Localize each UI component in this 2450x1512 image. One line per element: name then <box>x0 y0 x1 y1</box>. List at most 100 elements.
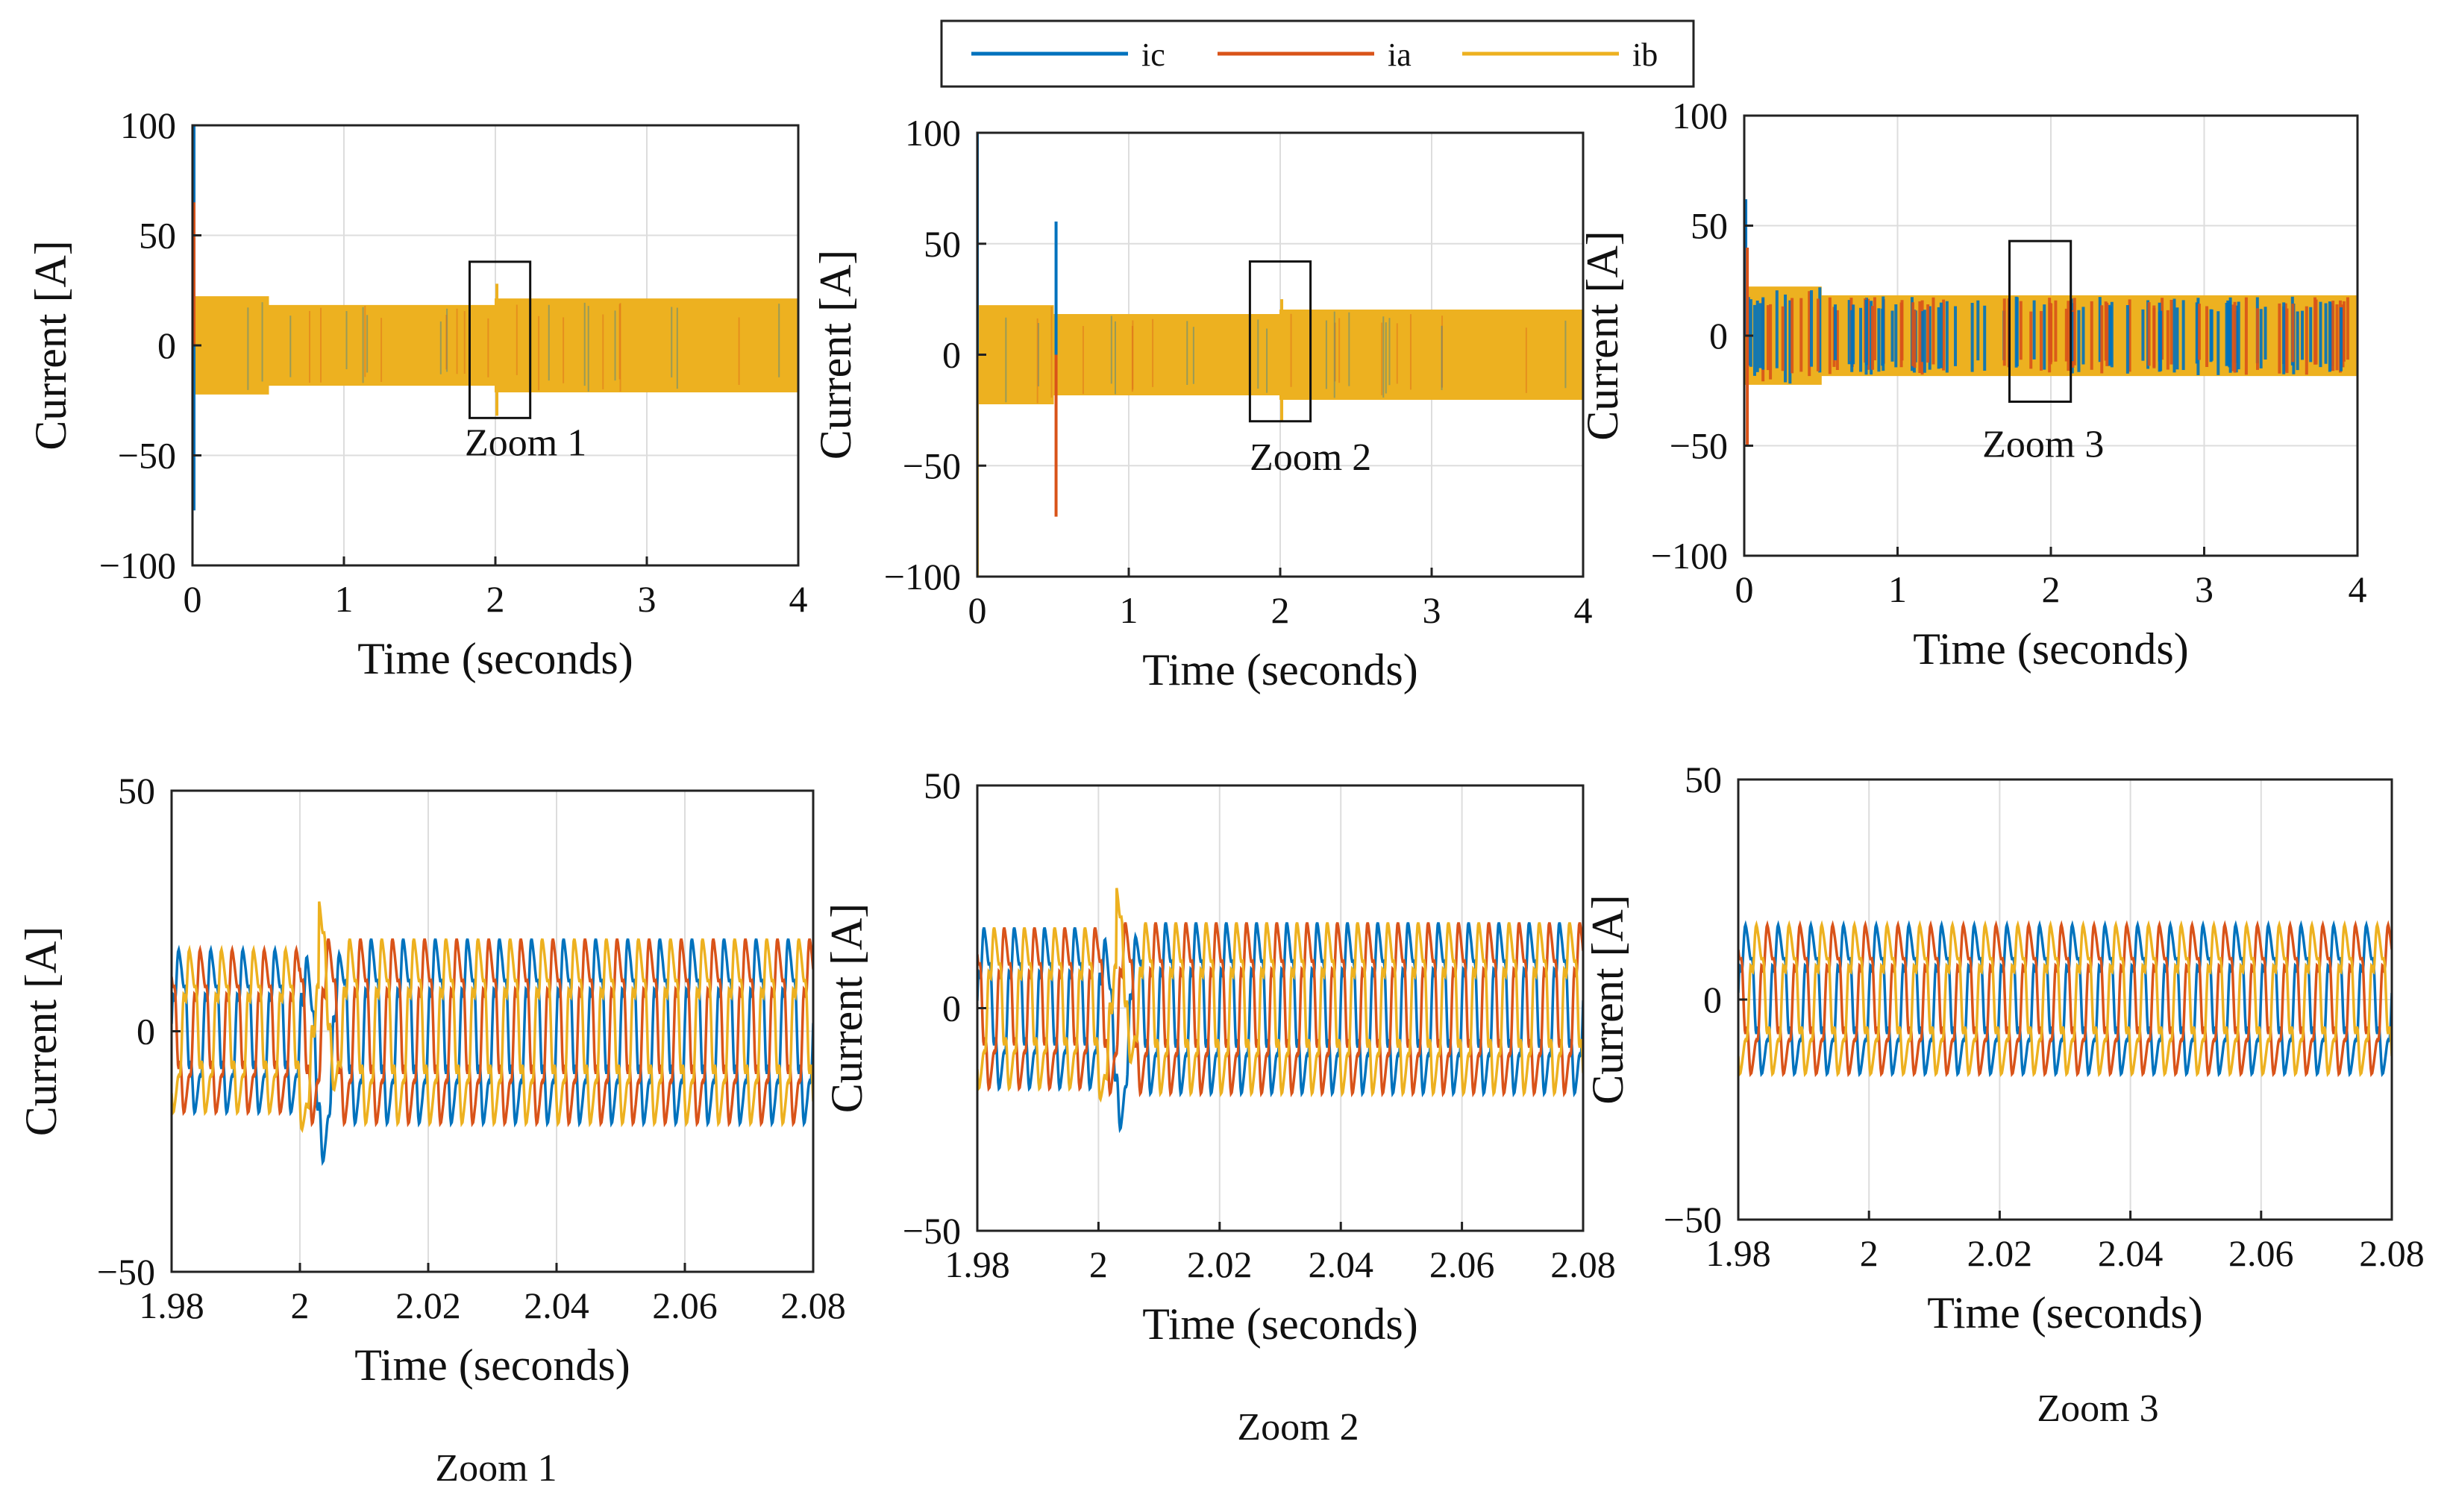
y-tick-label: −50 <box>97 1251 155 1293</box>
series-group <box>192 125 798 511</box>
y-tick-label: −100 <box>1651 535 1728 577</box>
charts-container: 0 1 2 3 4 −100 −50 0 50 100 Time (seconds) Current … <box>16 95 2425 1490</box>
series-ic-line <box>1738 920 2392 1078</box>
x-axis-label: Time (seconds) <box>1142 645 1417 694</box>
legend-label-ic: ic <box>1141 37 1165 73</box>
y-tick-label: 50 <box>1691 205 1728 247</box>
y-tick-label: 100 <box>120 104 176 146</box>
series-streaks <box>247 302 780 392</box>
x-tick-label: 3 <box>1423 589 1441 631</box>
x-tick-label: 2.06 <box>652 1284 718 1326</box>
x-tick-label: 1.98 <box>944 1243 1010 1285</box>
y-tick-label: 50 <box>1685 759 1722 800</box>
x-tick-label: 1.98 <box>1705 1232 1771 1274</box>
series-ib-band <box>977 305 1583 404</box>
zoom-region-label: Zoom 2 <box>1250 436 1371 479</box>
x-tick-label: 4 <box>789 578 808 620</box>
legend-label-ib: ib <box>1632 37 1658 73</box>
x-tick-label: 2.02 <box>395 1284 461 1326</box>
axis-ticks: 1.98 2 2.02 2.04 2.06 2.08 −50 0 50 <box>1664 759 2425 1274</box>
x-tick-label: 2.02 <box>1967 1232 2033 1274</box>
series-ib-line <box>172 901 813 1133</box>
y-axis-label: Current [A] <box>26 240 75 451</box>
series-ia-line <box>977 922 1583 1098</box>
legend-label-ia: ia <box>1388 37 1412 73</box>
x-tick-label: 2 <box>486 578 505 620</box>
x-tick-label: 2.06 <box>2228 1232 2294 1274</box>
chart-6: 1.98 2 2.02 2.04 2.06 2.08 −50 0 50 Time (seconds… <box>1583 759 2425 1430</box>
zoom-region-box <box>2008 239 2073 403</box>
x-tick-label: 2.06 <box>1429 1243 1495 1285</box>
y-tick-label: −50 <box>1670 425 1728 467</box>
x-tick-label: 0 <box>184 578 202 620</box>
series-streaks <box>1005 306 1567 404</box>
y-tick-label: 50 <box>139 215 176 257</box>
axis-ticks: 0 1 2 3 4 −100 −50 0 50 100 <box>99 104 808 620</box>
x-tick-label: 2 <box>2042 568 2061 610</box>
axis-ticks: 1.98 2 2.02 2.04 2.06 2.08 −50 0 50 <box>903 765 1616 1285</box>
chart-caption: Zoom 1 <box>435 1447 557 1490</box>
y-tick-label: 100 <box>1672 95 1728 137</box>
legend-entry-ic: ic <box>971 37 1165 73</box>
x-tick-label: 1 <box>1888 568 1907 610</box>
x-tick-label: 2.08 <box>1550 1243 1616 1285</box>
series-group <box>977 133 1583 577</box>
x-axis-label: Time (seconds) <box>357 634 633 683</box>
y-axis-label: Current [A] <box>16 926 66 1137</box>
x-tick-label: 3 <box>638 578 657 620</box>
series-group <box>172 901 813 1167</box>
y-tick-label: 50 <box>924 765 961 806</box>
chart-1: 0 1 2 3 4 −100 −50 0 50 100 Time (seconds) Current … <box>26 104 808 683</box>
y-tick-label: −100 <box>884 556 961 597</box>
x-tick-label: 4 <box>1574 589 1593 631</box>
x-axis-label: Time (seconds) <box>1913 624 2188 674</box>
series-ib-line <box>1738 920 2392 1078</box>
series-group <box>1738 920 2392 1078</box>
zoom-region-box <box>468 260 532 419</box>
y-tick-label: 0 <box>942 988 961 1029</box>
x-tick-label: 2.02 <box>1187 1243 1253 1285</box>
series-spikes <box>1744 199 1749 446</box>
y-axis-label: Current [A] <box>822 903 871 1114</box>
y-tick-label: 0 <box>1709 315 1728 357</box>
y-tick-label: −100 <box>99 545 176 586</box>
x-tick-label: 2.08 <box>2359 1232 2425 1274</box>
zoom-region-box <box>1248 260 1312 423</box>
x-axis-label: Time (seconds) <box>1142 1299 1417 1349</box>
axis-ticks: 0 1 2 3 4 −100 −50 0 50 100 <box>1651 95 2367 610</box>
legend-entry-ib: ib <box>1462 37 1658 73</box>
series-streaks <box>1746 287 2349 384</box>
y-axis-label: Current [A] <box>811 250 860 460</box>
x-tick-label: 2.08 <box>780 1284 846 1326</box>
y-axis-label: Current [A] <box>1578 230 1627 441</box>
chart-3: 0 1 2 3 4 −100 −50 0 50 100 Time (seconds) Current … <box>1578 95 2367 674</box>
chart-5: 1.98 2 2.02 2.04 2.06 2.08 −50 0 50 Time (seconds… <box>822 765 1616 1449</box>
y-tick-label: −50 <box>118 435 176 477</box>
series-ic-line <box>977 922 1583 1134</box>
series-ib-band <box>192 296 798 395</box>
y-tick-label: −50 <box>1664 1199 1722 1240</box>
series-ia-line <box>172 938 813 1128</box>
y-tick-label: 0 <box>1703 979 1722 1020</box>
y-tick-label: 0 <box>942 334 961 376</box>
x-tick-label: 1.98 <box>139 1284 204 1326</box>
zoom-region-label: Zoom 1 <box>465 422 586 465</box>
series-ia-line <box>1738 920 2392 1078</box>
y-axis-label: Current [A] <box>1583 894 1632 1105</box>
x-tick-label: 0 <box>968 589 987 631</box>
x-axis-label: Time (seconds) <box>1927 1288 2202 1337</box>
series-ic-line <box>172 938 813 1167</box>
legend-entry-ia: ia <box>1218 37 1412 73</box>
x-axis-label: Time (seconds) <box>354 1340 630 1390</box>
chart-caption: Zoom 2 <box>1237 1406 1359 1449</box>
chart-2: 0 1 2 3 4 −100 −50 0 50 100 Time (seconds) Current … <box>811 112 1593 694</box>
zoom-region-label: Zoom 3 <box>1982 423 2104 465</box>
axis-ticks: 0 1 2 3 4 −100 −50 0 50 100 <box>884 112 1593 631</box>
series-ib-line <box>977 888 1583 1103</box>
axis-ticks: 1.98 2 2.02 2.04 2.06 2.08 −50 0 50 <box>97 770 846 1326</box>
y-tick-label: 50 <box>118 770 155 812</box>
y-tick-label: −50 <box>903 445 961 486</box>
y-tick-label: 0 <box>137 1011 155 1053</box>
series-band <box>192 296 798 395</box>
